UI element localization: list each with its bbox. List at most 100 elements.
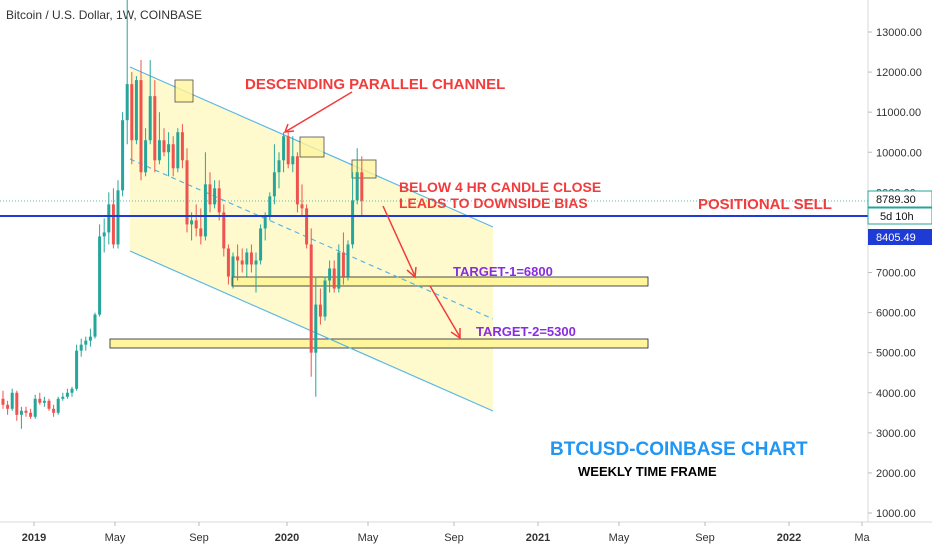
candle-down xyxy=(24,410,28,413)
candle-up xyxy=(213,188,217,205)
y-tick-label: 3000.00 xyxy=(876,428,916,440)
candle-up xyxy=(254,260,258,265)
target-1-zone xyxy=(231,276,649,287)
y-axis: 13000.0012000.0011000.0010000.009000.008… xyxy=(868,27,922,520)
candle-down xyxy=(217,188,221,213)
candle-up xyxy=(93,314,97,337)
candle-down xyxy=(194,220,198,229)
candle-up xyxy=(88,336,92,341)
candle-down xyxy=(300,204,304,209)
candle-up xyxy=(355,172,359,201)
candle-down xyxy=(309,244,313,353)
x-tick-label: 2021 xyxy=(526,532,550,544)
candle-up xyxy=(323,280,327,317)
candle-down xyxy=(111,204,115,245)
candle-down xyxy=(130,84,134,141)
countdown-value: 5d 10h xyxy=(880,211,914,223)
x-axis: 2019 May Sep 2020 May Sep 2021 May Sep 2022 Ma xyxy=(22,522,871,544)
y-tick-label: 11000.00 xyxy=(876,107,921,119)
candle-up xyxy=(346,244,350,277)
candle-up xyxy=(61,396,65,399)
candle-up xyxy=(263,216,267,229)
candle-up xyxy=(259,228,263,261)
candle-down xyxy=(286,136,290,165)
candle-up xyxy=(19,410,23,415)
y-tick-label: 7000.00 xyxy=(876,268,916,280)
candle-up xyxy=(125,84,129,121)
candle-up xyxy=(351,200,355,245)
candle-up xyxy=(277,160,281,173)
candle-down xyxy=(222,212,226,249)
candle-down xyxy=(171,144,175,169)
chart-header-title: Bitcoin / U.S. Dollar, 1W, COINBASE xyxy=(6,8,203,22)
candle-up xyxy=(56,398,60,413)
candle-up xyxy=(121,120,125,191)
last-price-tag xyxy=(867,190,932,208)
candle-up xyxy=(75,350,79,389)
candle-up xyxy=(157,140,161,161)
candle-down xyxy=(15,392,19,415)
candle-down xyxy=(318,304,322,317)
channel-label-arrowhead xyxy=(283,123,295,133)
target-2-arrow xyxy=(429,285,461,338)
candle-up xyxy=(328,268,332,281)
x-tick-label: 2019 xyxy=(22,532,46,544)
countdown-tag xyxy=(867,207,932,225)
candle-down xyxy=(341,252,345,277)
y-tick-label: 1000.00 xyxy=(876,508,916,520)
channel-label: DESCENDING PARALLEL CHANNEL xyxy=(245,76,505,93)
candle-down xyxy=(199,228,203,237)
x-tick-label: May xyxy=(609,532,630,544)
candle-down xyxy=(38,398,42,403)
positional-level-value: 8405.49 xyxy=(876,232,916,244)
x-tick-label: 2022 xyxy=(777,532,801,544)
target-2-label: TARGET-2=5300 xyxy=(476,324,576,339)
candle-up xyxy=(10,392,14,409)
candle-down xyxy=(332,268,336,289)
y-tick-label: 12000.00 xyxy=(876,67,922,79)
candle-down xyxy=(295,156,299,205)
chart-title: BTCUSD-COINBASE CHART xyxy=(550,439,808,460)
candle-up xyxy=(79,344,83,351)
candle-down xyxy=(180,132,184,161)
candle-up xyxy=(33,398,37,417)
candle-down xyxy=(6,404,10,409)
candle-down xyxy=(47,400,51,409)
candle-up xyxy=(107,204,111,233)
note-line-2: LEADS TO DOWNSIDE BIAS xyxy=(399,195,588,211)
candle-up xyxy=(65,392,69,397)
y-tick-label: 2000.00 xyxy=(876,468,916,480)
y-tick-label: 6000.00 xyxy=(876,308,916,320)
candle-down xyxy=(360,172,364,201)
channel-label-arrow xyxy=(284,91,353,133)
y-tick-label: 10000.00 xyxy=(876,147,922,159)
candle-up xyxy=(102,232,106,237)
candle-up xyxy=(337,252,341,289)
y-tick-label: 13000.00 xyxy=(876,27,922,39)
x-tick-label: Sep xyxy=(695,532,715,544)
target-2-arrowhead xyxy=(450,328,461,340)
candle-down xyxy=(52,408,56,413)
candle-down xyxy=(185,160,189,225)
target-1-arrowhead xyxy=(406,266,417,279)
target-1-arrow xyxy=(382,205,416,277)
positional-level-tag xyxy=(868,229,932,245)
candle-up xyxy=(314,304,318,353)
candle-down xyxy=(208,184,212,205)
last-price-value: 8789.30 xyxy=(876,194,916,206)
candle-up xyxy=(144,140,148,173)
candle-down xyxy=(153,96,157,161)
candle-down xyxy=(249,252,253,265)
x-tick-label: Sep xyxy=(444,532,464,544)
candle-down xyxy=(139,80,143,173)
note-line-1: BELOW 4 HR CANDLE CLOSE xyxy=(399,179,601,195)
candle-up xyxy=(98,236,102,315)
candle-down xyxy=(240,260,244,265)
y-tick-label: 5000.00 xyxy=(876,348,916,360)
candles-group xyxy=(1,0,364,429)
candle-up xyxy=(167,144,171,153)
candle-up xyxy=(176,132,180,169)
highlight-box-recent xyxy=(351,159,377,179)
candle-up xyxy=(116,190,120,245)
